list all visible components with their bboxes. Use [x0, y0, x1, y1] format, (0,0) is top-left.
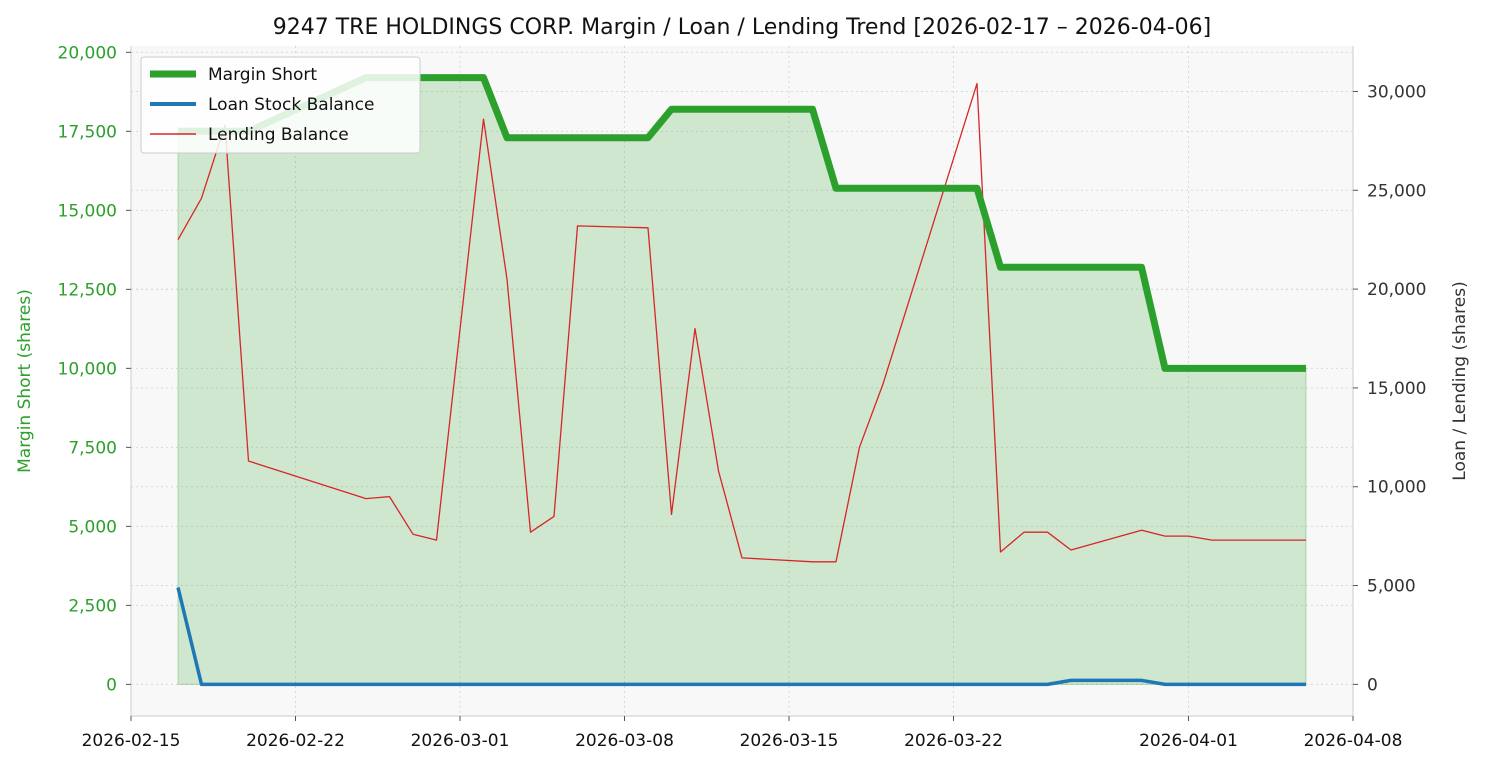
- x-tick-label: 2026-03-08: [575, 731, 674, 751]
- legend-box: [140, 56, 421, 154]
- x-tick-label: 2026-02-15: [82, 731, 181, 751]
- axes: [130, 46, 1354, 717]
- y-axis-left-label: Margin Short (shares): [15, 289, 35, 473]
- y-right-tick-label: 10,000: [1367, 478, 1426, 498]
- plot-background: [131, 46, 1353, 716]
- y-right-tick-label: 20,000: [1367, 280, 1426, 300]
- series-line-lending-balance: [177, 82, 1306, 563]
- y-right-tick-label: 0: [1367, 675, 1378, 695]
- chart-title: 9247 TRE HOLDINGS CORP. Margin / Loan / …: [273, 15, 1211, 40]
- y-left-tick-label: 7,500: [68, 438, 117, 458]
- legend-label-lending-balance: Lending Balance: [208, 125, 349, 145]
- legend-label-margin-short: Margin Short: [208, 65, 317, 85]
- y-left-tick-label: 2,500: [68, 596, 117, 616]
- x-tick-label: 2026-02-22: [246, 731, 345, 751]
- y-left-tick-label: 10,000: [58, 359, 117, 379]
- y-left-tick-label: 17,500: [58, 122, 117, 142]
- legend-label-loan-stock-balance: Loan Stock Balance: [208, 95, 374, 115]
- x-tick-label: 2026-03-22: [904, 731, 1003, 751]
- x-tick-label: 2026-03-01: [411, 731, 510, 751]
- y-left-tick-label: 15,000: [58, 201, 117, 221]
- y-right-tick-label: 30,000: [1367, 82, 1426, 102]
- x-tick-label: 2026-04-08: [1304, 731, 1403, 751]
- y-left-tick-label: 5,000: [68, 517, 117, 537]
- y-right-tick-label: 15,000: [1367, 379, 1426, 399]
- y-right-tick-label: 5,000: [1367, 577, 1416, 597]
- x-tick-label: 2026-03-15: [740, 731, 839, 751]
- series-line-loan-stock-balance: [176, 587, 1306, 687]
- legend: Margin Short Loan Stock Balance Lending …: [140, 56, 421, 154]
- y-right-tick-label: 25,000: [1367, 181, 1426, 201]
- y-axis-right-label: Loan / Lending (shares): [1450, 281, 1470, 480]
- y-left-tick-label: 20,000: [58, 43, 117, 63]
- y-left-tick-label: 0: [106, 675, 117, 695]
- x-tick-label: 2026-04-01: [1139, 731, 1238, 751]
- ticks: 2026-02-15 2026-02-22 2026-03-01 2026-03-08…: [58, 43, 1427, 751]
- y-left-tick-label: 12,500: [58, 280, 117, 300]
